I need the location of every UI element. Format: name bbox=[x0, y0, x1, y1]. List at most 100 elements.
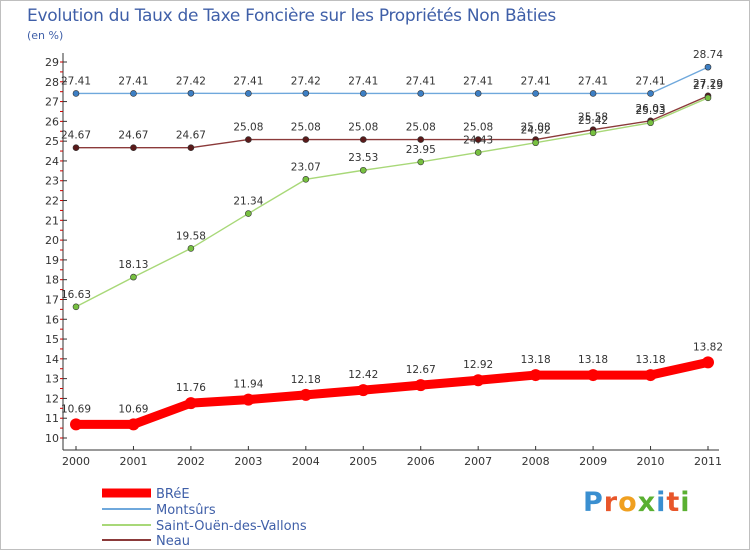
data-label: 27.19 bbox=[693, 80, 723, 92]
series-point-0 bbox=[644, 369, 657, 382]
series-point-0 bbox=[529, 369, 542, 382]
data-label: 28.74 bbox=[693, 49, 723, 61]
series-point-1 bbox=[532, 90, 539, 97]
data-label: 27.41 bbox=[348, 75, 378, 87]
data-label: 11.76 bbox=[176, 382, 206, 394]
data-label: 27.41 bbox=[118, 75, 148, 87]
data-label: 24.43 bbox=[463, 134, 493, 146]
series-point-3 bbox=[72, 144, 80, 151]
data-label: 24.67 bbox=[118, 130, 148, 142]
logo-letter: i bbox=[656, 487, 667, 518]
data-label: 11.94 bbox=[233, 379, 263, 391]
y-tick-label: 26 bbox=[45, 115, 59, 128]
x-tick-label: 2006 bbox=[407, 455, 435, 468]
data-label: 13.18 bbox=[578, 354, 608, 366]
y-tick-label: 27 bbox=[45, 96, 59, 109]
series-point-2 bbox=[130, 273, 137, 281]
series-point-1 bbox=[647, 90, 654, 97]
data-label: 25.93 bbox=[636, 105, 666, 117]
logo-letter: i bbox=[680, 487, 691, 518]
data-label: 23.07 bbox=[291, 161, 321, 173]
data-label: 12.92 bbox=[463, 359, 493, 371]
series-point-2 bbox=[647, 119, 654, 127]
y-tick-label: 24 bbox=[45, 155, 59, 168]
x-tick-label: 2000 bbox=[62, 455, 90, 468]
data-label: 27.29 bbox=[693, 78, 723, 90]
data-label: 27.41 bbox=[636, 75, 666, 87]
data-label: 25.42 bbox=[578, 115, 608, 127]
chart-title: Evolution du Taux de Taxe Foncière sur l… bbox=[27, 6, 556, 26]
logo-letter: o bbox=[618, 487, 638, 518]
series-point-2 bbox=[187, 245, 195, 252]
legend-label-3: Neau bbox=[156, 534, 190, 549]
x-tick-label: 2009 bbox=[579, 455, 607, 468]
data-label: 21.34 bbox=[233, 196, 263, 208]
x-tick-label: 2003 bbox=[234, 455, 262, 468]
y-tick-label: 10 bbox=[45, 432, 59, 445]
series-point-1 bbox=[302, 89, 310, 97]
x-tick-label: 2011 bbox=[694, 455, 722, 468]
data-label: 27.41 bbox=[406, 75, 436, 87]
data-label: 10.69 bbox=[61, 403, 91, 415]
data-label: 27.41 bbox=[578, 75, 608, 87]
x-tick-label: 2008 bbox=[522, 455, 550, 468]
y-tick-label: 17 bbox=[45, 293, 59, 306]
series-point-2 bbox=[245, 210, 252, 217]
y-tick-label: 23 bbox=[45, 175, 59, 188]
series-point-2 bbox=[302, 176, 310, 183]
series-point-1 bbox=[704, 63, 712, 71]
data-label: 13.82 bbox=[693, 341, 723, 353]
series-point-3 bbox=[302, 136, 310, 143]
data-label: 27.41 bbox=[463, 75, 493, 87]
series-point-2 bbox=[474, 149, 482, 156]
y-tick-label: 21 bbox=[45, 214, 59, 227]
x-tick-label: 2001 bbox=[119, 455, 147, 468]
y-tick-label: 13 bbox=[45, 373, 59, 386]
series-point-1 bbox=[187, 89, 195, 97]
y-tick-label: 29 bbox=[45, 56, 59, 69]
x-tick-label: 2004 bbox=[292, 455, 320, 468]
x-tick-label: 2010 bbox=[637, 455, 665, 468]
data-label: 23.95 bbox=[406, 144, 436, 156]
data-label: 12.67 bbox=[406, 364, 436, 376]
series-point-1 bbox=[417, 90, 425, 97]
legend-label-2: Saint-Ouën-des-Vallons bbox=[156, 519, 307, 534]
logo-letter: P bbox=[583, 487, 604, 518]
data-label: 27.42 bbox=[291, 75, 321, 87]
data-label: 25.08 bbox=[291, 122, 321, 134]
data-label: 24.92 bbox=[521, 125, 551, 137]
y-tick-label: 15 bbox=[45, 333, 59, 346]
series-point-3 bbox=[245, 136, 252, 143]
series-line-3 bbox=[75, 95, 709, 149]
data-label: 27.41 bbox=[61, 75, 91, 87]
y-tick-label: 16 bbox=[45, 313, 59, 326]
data-label: 12.42 bbox=[348, 369, 378, 381]
y-tick-label: 12 bbox=[45, 392, 59, 405]
data-label: 27.41 bbox=[233, 75, 263, 87]
data-label: 25.08 bbox=[233, 122, 263, 134]
series-point-3 bbox=[187, 144, 195, 151]
y-tick-label: 22 bbox=[45, 195, 59, 208]
data-label: 25.08 bbox=[463, 122, 493, 134]
series-point-2 bbox=[72, 303, 80, 311]
series-point-2 bbox=[589, 129, 597, 137]
series-point-0 bbox=[127, 418, 140, 431]
series-point-1 bbox=[130, 90, 137, 97]
data-label: 13.18 bbox=[521, 354, 551, 366]
x-tick-label: 2007 bbox=[464, 455, 492, 468]
data-label: 26.03 bbox=[636, 103, 666, 115]
x-tick-label: 2005 bbox=[349, 455, 377, 468]
series-point-0 bbox=[357, 384, 370, 397]
series-point-1 bbox=[359, 90, 367, 97]
data-label: 25.08 bbox=[406, 122, 436, 134]
data-label: 24.67 bbox=[61, 130, 91, 142]
logo-letter: r bbox=[603, 487, 619, 518]
series-point-2 bbox=[532, 139, 539, 147]
y-tick-label: 19 bbox=[45, 254, 59, 267]
series-line-1 bbox=[75, 66, 709, 95]
series-point-0 bbox=[472, 374, 485, 387]
data-label: 27.41 bbox=[521, 75, 551, 87]
data-label: 18.13 bbox=[118, 259, 148, 271]
data-label: 12.18 bbox=[291, 374, 321, 386]
